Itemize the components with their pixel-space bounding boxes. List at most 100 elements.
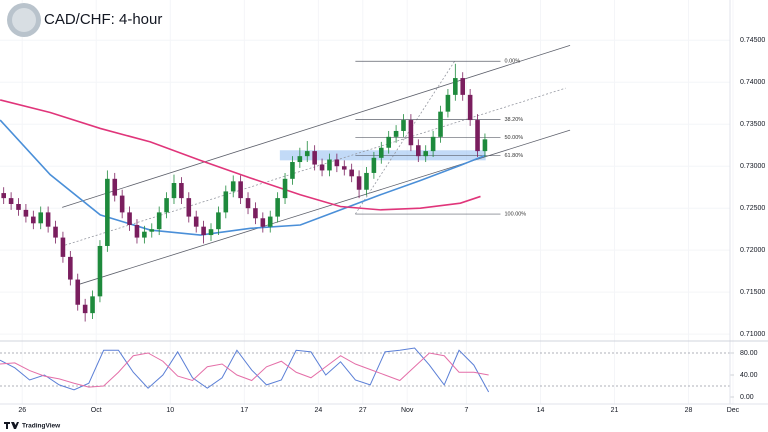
x-tick-label: 7 xyxy=(464,407,468,414)
candle-body xyxy=(216,212,221,230)
x-tick-label: 21 xyxy=(611,407,619,414)
x-tick-label: Nov xyxy=(401,407,414,414)
candle-body xyxy=(475,120,480,152)
x-tick-label: 17 xyxy=(240,407,248,414)
moving-average xyxy=(0,99,481,211)
x-tick-label: 24 xyxy=(314,407,322,414)
candle-body xyxy=(253,208,258,219)
candle-body xyxy=(290,162,295,179)
moving-average xyxy=(0,119,486,236)
stoch-tick-label: 0.00 xyxy=(740,394,754,401)
candle-body xyxy=(467,94,473,121)
fib-label: 38.20% xyxy=(504,117,523,123)
candle-body xyxy=(171,183,177,199)
candle-body xyxy=(230,181,236,192)
candle-body xyxy=(319,164,325,171)
candle-body xyxy=(460,78,466,95)
candle-body xyxy=(208,229,214,236)
x-tick-label: 14 xyxy=(537,407,545,414)
candle-body xyxy=(82,304,88,314)
candle-body xyxy=(156,212,162,230)
y-tick-label: 0.73000 xyxy=(740,163,765,170)
candle-body xyxy=(8,198,14,204)
x-tick-label: 10 xyxy=(166,407,174,414)
candle-body xyxy=(430,136,436,152)
fib-label: 61.80% xyxy=(504,153,523,159)
trend-line xyxy=(65,87,566,246)
candle-body xyxy=(371,157,377,173)
candle-body xyxy=(327,159,332,171)
fib-label: 0.00% xyxy=(504,59,520,65)
logo-inner xyxy=(12,8,36,32)
stoch-line xyxy=(0,352,489,388)
candle-body xyxy=(149,229,155,232)
main-layer xyxy=(0,63,490,393)
candle-body xyxy=(164,198,169,213)
candle-body xyxy=(105,178,110,246)
candle-body xyxy=(378,147,384,158)
candle-body xyxy=(423,151,429,157)
fib-label: 100.00% xyxy=(504,212,526,218)
candle-body xyxy=(134,224,140,238)
candle-body xyxy=(245,198,251,209)
y-tick-label: 0.74000 xyxy=(740,79,765,86)
candle-body xyxy=(127,212,132,225)
watermark: TradingView xyxy=(22,423,61,430)
x-tick-label: Oct xyxy=(91,407,102,414)
candle-body xyxy=(341,166,347,170)
trend-line xyxy=(62,44,571,208)
candle-body xyxy=(75,279,81,305)
candle-body xyxy=(142,231,147,238)
fib-label: 50.00% xyxy=(504,135,523,141)
x-tick-label: 27 xyxy=(359,407,367,414)
stoch-tick-label: 80.00 xyxy=(740,350,758,357)
candle-body xyxy=(349,169,354,177)
candle-body xyxy=(356,176,362,190)
candle-body xyxy=(186,198,192,217)
candle-body xyxy=(45,212,51,227)
candle-body xyxy=(304,151,310,157)
candle-body xyxy=(1,193,6,199)
candle-body xyxy=(60,237,66,257)
candle-body xyxy=(16,204,21,210)
chart-title: CAD/CHF: 4-hour xyxy=(44,11,162,28)
candle-body xyxy=(312,151,317,165)
candle-body xyxy=(68,256,73,280)
candle-body xyxy=(223,191,229,213)
y-tick-label: 0.71500 xyxy=(740,289,765,296)
candle-body xyxy=(31,216,36,224)
candle-body xyxy=(408,120,414,146)
front-layer: 0.74500 0.74000 0.73500 0.73000 0.72500 0.720… xyxy=(18,37,765,414)
candle-body xyxy=(193,216,199,227)
candle-body xyxy=(260,218,266,227)
stoch-line xyxy=(0,347,490,393)
candle-body xyxy=(23,209,29,217)
candle-body xyxy=(97,245,103,297)
candle-body xyxy=(416,145,421,157)
candle-body xyxy=(438,111,443,137)
candle-body xyxy=(282,178,288,199)
candle-body xyxy=(334,159,340,167)
candle-body xyxy=(238,181,243,199)
x-tick-label: 26 xyxy=(18,407,26,414)
y-tick-label: 0.72500 xyxy=(740,205,765,212)
candle-body xyxy=(297,156,303,163)
y-tick-label: 0.71000 xyxy=(740,331,765,338)
y-tick-label: 0.73500 xyxy=(740,121,765,128)
y-tick-label: 0.74500 xyxy=(740,37,765,44)
candle-body xyxy=(90,296,95,314)
candle-body xyxy=(386,136,391,148)
candle-body xyxy=(201,226,206,236)
candle-body xyxy=(53,226,58,238)
watermark-logo xyxy=(4,422,19,429)
candle-body xyxy=(275,198,280,217)
candle-body xyxy=(393,130,399,137)
candle-body xyxy=(364,172,369,190)
candle-body xyxy=(38,212,44,224)
candle-body xyxy=(482,139,488,152)
stoch-tick-label: 40.00 xyxy=(740,372,758,379)
x-tick-label: Dec xyxy=(727,407,740,414)
candle-body xyxy=(112,178,118,196)
